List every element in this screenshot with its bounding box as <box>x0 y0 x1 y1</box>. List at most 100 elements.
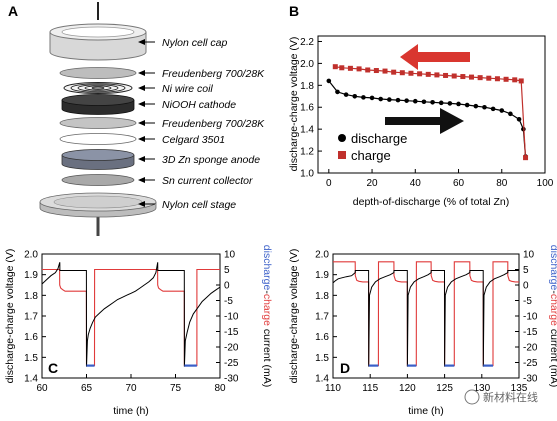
charge-point <box>399 70 405 76</box>
discharge-point <box>516 116 522 122</box>
charge-point <box>468 74 474 80</box>
charge-point <box>443 72 449 78</box>
discharge-point <box>447 101 453 106</box>
panel-c-series <box>41 262 221 367</box>
x-tick-label: 115 <box>362 383 378 394</box>
discharge-point <box>499 108 505 113</box>
panel-b-x-axis-label: depth-of-discharge (% of total Zn) <box>353 196 509 208</box>
charge-point <box>451 73 457 79</box>
discharge-point <box>412 98 418 104</box>
panel-d-right-label-discharge: discharge <box>548 245 557 291</box>
panel-c-x-axis-label: time (h) <box>113 405 149 417</box>
component-arrowhead-0 <box>138 39 145 45</box>
charge-point <box>382 68 388 74</box>
component-label-2: Ni wire coil <box>162 83 213 95</box>
right-y-tick-label: -5 <box>523 296 532 307</box>
x-tick-label: 135 <box>511 383 528 394</box>
panel-c-right-y-axis-label: discharge-charge current (mA) <box>261 245 273 387</box>
panel-d-y-axis-label: discharge-charge voltage (V) <box>288 249 300 384</box>
charge-point <box>518 78 524 84</box>
discharge-point <box>387 97 392 102</box>
watermark: 新材料在线 <box>464 389 538 405</box>
y-tick-label: 1.0 <box>300 169 314 180</box>
y-tick-label: 1.2 <box>300 147 314 158</box>
charge-point <box>523 155 529 161</box>
x-tick-label: 125 <box>436 383 453 394</box>
discharge-point <box>326 78 332 84</box>
y-tick-label: 1.8 <box>24 291 38 302</box>
x-tick-label: 70 <box>125 383 137 394</box>
discharge-point <box>335 89 340 95</box>
charge-point <box>460 74 466 80</box>
right-y-tick-label: 0 <box>224 281 230 292</box>
legend-charge-marker <box>338 151 346 159</box>
component-label-1: Freudenberg 700/28K <box>162 68 265 80</box>
discharge-point <box>464 102 470 108</box>
discharge-point <box>361 95 366 100</box>
discharge-point <box>456 101 461 107</box>
right-y-tick-label: 10 <box>224 250 236 261</box>
y-tick-label: 1.6 <box>24 332 38 343</box>
y-tick-label: 1.9 <box>24 270 38 281</box>
panel-b: B 0 20 40 60 80 100 1.0 1.2 1.4 1.6 1.8 2.0 2.2 disc… <box>288 3 554 208</box>
x-tick-label: 120 <box>399 383 416 394</box>
panel-a: A <box>8 2 265 236</box>
component-arrowhead-4 <box>138 120 145 126</box>
charge-point <box>339 65 345 71</box>
charge-point <box>332 64 338 70</box>
right-y-tick-label: -5 <box>224 296 233 307</box>
x-tick-label: 60 <box>36 383 48 394</box>
nylon-cell-cap-drawing <box>49 23 147 61</box>
discharge-point <box>430 100 435 105</box>
x-tick-label: 40 <box>410 178 422 189</box>
panel-d-right-y-axis-label: discharge-charge current (mA) <box>548 245 557 387</box>
current-trace <box>333 261 519 367</box>
right-y-tick-label: 0 <box>523 281 529 292</box>
y-tick-label: 1.8 <box>315 291 329 302</box>
zn-sponge-anode-drawing <box>61 149 135 170</box>
panel-d: 110 115 120 125 130 135 1.4 1.5 1.6 1.7 1.8 1.9 2.0 -… <box>288 245 557 417</box>
discharge-point <box>482 104 487 110</box>
component-arrowhead-6 <box>138 156 145 162</box>
x-tick-label: 100 <box>537 178 554 189</box>
x-tick-label: 0 <box>326 178 332 189</box>
component-arrowhead-5 <box>138 136 145 142</box>
y-tick-label: 2.0 <box>315 250 329 261</box>
panel-d-label: D <box>340 360 350 376</box>
panel-d-right-label-dash: - <box>548 290 557 294</box>
panel-d-plot-frame <box>332 253 520 379</box>
charge-point <box>512 77 518 83</box>
panel-b-label: B <box>289 3 299 19</box>
y-tick-label: 1.6 <box>315 332 329 343</box>
x-tick-label: 60 <box>453 178 465 189</box>
component-label-0: Nylon cell cap <box>162 37 228 49</box>
discharge-point <box>473 103 479 109</box>
panel-d-ticks: 110 115 120 125 130 135 1.4 1.5 1.6 1.7 1.8 1.9 2.0 -… <box>315 250 538 395</box>
panel-c-right-label-unit: current (mA) <box>261 326 273 387</box>
right-y-tick-label: -10 <box>523 312 538 323</box>
y-tick-label: 1.5 <box>315 353 329 364</box>
panel-c-ticks: 60 65 70 75 80 1.4 1.5 1.6 1.7 1.8 1.9 2.0 -30 -25 -20… <box>24 250 239 395</box>
y-tick-label: 1.4 <box>315 374 329 385</box>
panel-b-ticks: 0 20 40 60 80 100 1.0 1.2 1.4 1.6 1.8 2.0 2.2 <box>300 37 554 189</box>
x-tick-label: 130 <box>473 383 490 394</box>
panel-c-label: C <box>48 360 58 376</box>
component-labels: Nylon cell cap Freudenberg 700/28K Ni wire… <box>138 37 265 211</box>
component-arrowhead-1 <box>138 70 145 76</box>
panel-c-right-label-charge: charge <box>261 294 273 326</box>
discharge-point <box>369 95 375 101</box>
charge-point <box>477 75 483 81</box>
freudenberg-layer-1 <box>59 67 137 79</box>
charge-point <box>408 70 414 76</box>
charge-point <box>347 65 353 71</box>
ni-wire-coil-drawing <box>63 82 133 94</box>
component-arrowhead-2 <box>138 85 145 91</box>
x-tick-label: 80 <box>214 383 226 394</box>
panel-d-right-label-charge: charge <box>548 294 557 326</box>
discharge-point <box>352 93 358 99</box>
y-tick-label: 1.8 <box>300 81 314 92</box>
component-label-5: Celgard 3501 <box>162 134 225 146</box>
component-arrowhead-7 <box>138 177 145 183</box>
y-tick-label: 1.9 <box>315 270 329 281</box>
